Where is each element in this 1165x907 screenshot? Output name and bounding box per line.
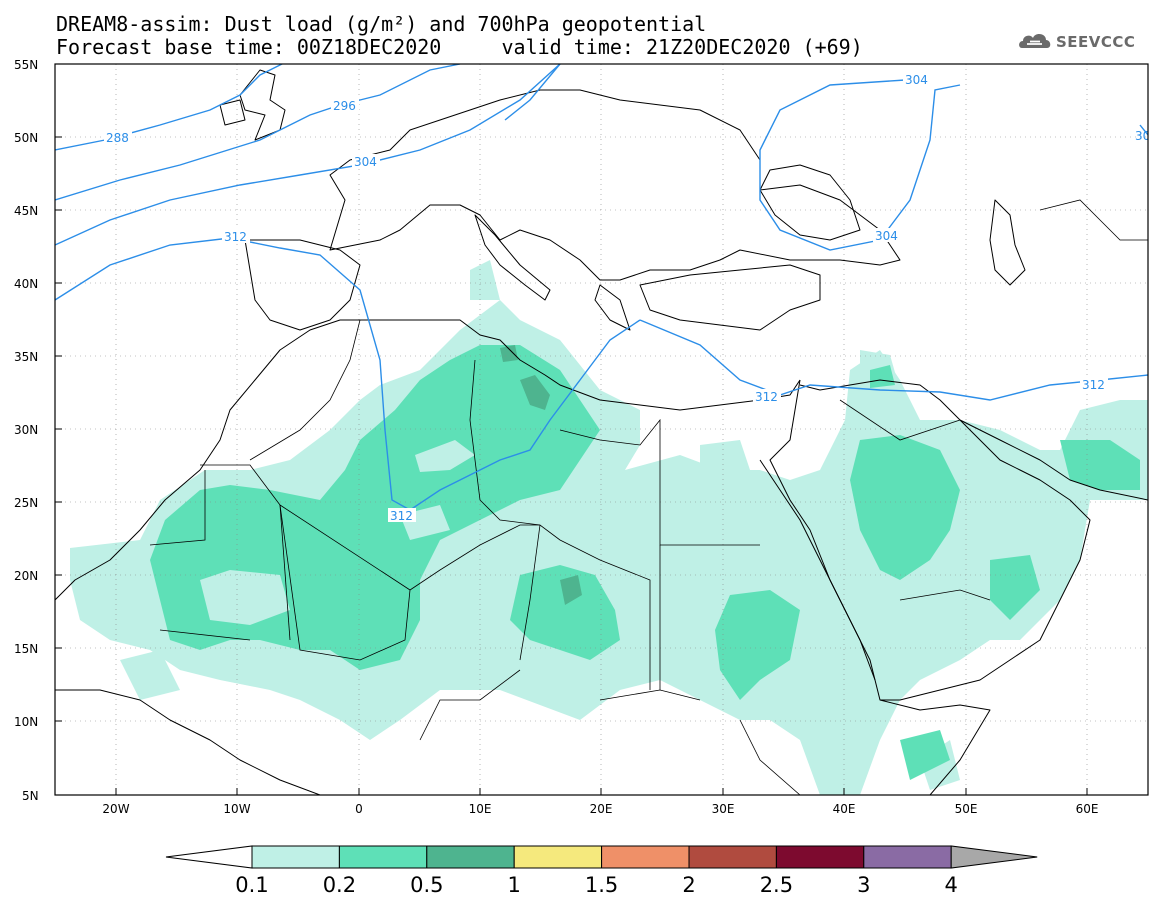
map-title: DREAM8-assim: Dust load (g/m²) and 700hP… — [56, 12, 707, 36]
lon-label: 10E — [469, 802, 492, 816]
colorbar-cell — [426, 845, 515, 869]
lon-label: 0 — [355, 802, 363, 816]
contour-label-312-iberia: 312 — [224, 230, 247, 244]
lat-label: 15N — [14, 642, 38, 656]
colorbar-cell-below — [165, 845, 253, 869]
colorbar-label: 1.5 — [585, 873, 618, 897]
colorbar-label: 3 — [857, 873, 870, 897]
dust-level-0.2 — [150, 345, 1140, 780]
latitude-labels: 55N 50N 45N 40N 35N 30N 25N 20N 15N 10N … — [14, 58, 39, 803]
contour-label-312-levant: 312 — [755, 390, 778, 404]
lon-label: 10W — [223, 802, 250, 816]
colorbar-cell — [688, 845, 777, 869]
contour-label-288: 288 — [106, 131, 129, 145]
longitude-labels: 20W 10W 0 10E 20E 30E 40E 50E 60E — [102, 802, 1098, 816]
lat-label: 45N — [14, 204, 38, 218]
lat-label: 55N — [14, 58, 38, 72]
lon-label: 60E — [1076, 802, 1099, 816]
lon-label: 30E — [712, 802, 735, 816]
colorbar-cell — [513, 845, 603, 869]
lon-label: 40E — [833, 802, 856, 816]
lat-label: 10N — [14, 715, 38, 729]
lat-label: 25N — [14, 496, 38, 510]
contour-label-312-sahara: 312 — [390, 509, 413, 523]
lat-label: 20N — [14, 569, 38, 583]
grid-lines — [55, 64, 1148, 795]
lon-label: 20W — [102, 802, 129, 816]
colorbar-label: 1 — [508, 873, 521, 897]
coastlines — [55, 69, 1148, 795]
lat-label: 5N — [22, 789, 39, 803]
lon-label: 20E — [590, 802, 613, 816]
colorbar-cell — [601, 845, 690, 869]
lat-label: 50N — [14, 131, 38, 145]
geopotential-contours — [55, 64, 1148, 511]
forecast-times: Forecast base time: 00Z18DEC2020 valid t… — [56, 35, 863, 59]
contour-label-296: 296 — [333, 99, 356, 113]
cloud-icon — [1019, 34, 1051, 48]
contour-labels: 288 296 304 304 304 312 312 312 312 30 — [104, 72, 1150, 523]
colorbar-cell — [863, 845, 952, 869]
colorbar-label: 4 — [945, 873, 958, 897]
seevccc-logo: SEEVCCC — [1019, 33, 1135, 51]
colorbar-label: 0.1 — [235, 873, 268, 897]
colorbar-label: 0.5 — [410, 873, 443, 897]
lat-label: 30N — [14, 423, 38, 437]
colorbar-label: 2.5 — [760, 873, 793, 897]
dust-gaps — [300, 440, 475, 540]
contour-label-312-east: 312 — [1082, 378, 1105, 392]
colorbar-label: 2 — [682, 873, 695, 897]
lat-label: 40N — [14, 277, 38, 291]
colorbar: 0.1 0.2 0.5 1 1.5 2 2.5 3 4 — [165, 845, 1038, 897]
colorbar-cell — [251, 845, 340, 869]
colorbar-label: 0.2 — [323, 873, 356, 897]
colorbar-cell — [338, 845, 428, 869]
colorbar-cell-above — [950, 845, 1038, 869]
tick-marks — [55, 63, 1088, 795]
contour-label-304-east: 304 — [875, 229, 898, 243]
country-borders — [149, 199, 1148, 795]
map-content: 288 296 304 304 304 312 312 312 312 30 — [55, 64, 1150, 795]
dust-level-0.1 — [70, 260, 1148, 795]
lon-label: 50E — [955, 802, 978, 816]
dust-level-0.5 — [500, 345, 582, 605]
logo-text: SEEVCCC — [1056, 33, 1135, 51]
contour-label-304-north: 304 — [905, 73, 928, 87]
lat-label: 35N — [14, 350, 38, 364]
colorbar-cell — [775, 845, 865, 869]
contour-label-30-edge: 30 — [1135, 129, 1150, 143]
contour-label-304-west: 304 — [354, 155, 377, 169]
